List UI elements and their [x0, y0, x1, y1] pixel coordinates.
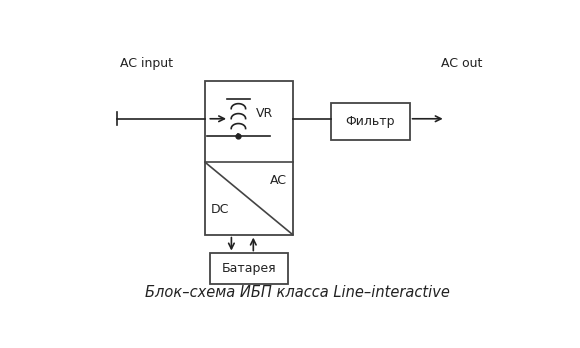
Text: VR: VR	[256, 107, 273, 120]
Text: AC input: AC input	[119, 57, 173, 70]
Text: DC: DC	[211, 203, 229, 216]
Text: AC out: AC out	[441, 57, 483, 70]
Bar	[205, 81, 293, 235]
Text: Батарея: Батарея	[222, 262, 276, 275]
Bar	[209, 253, 288, 284]
Text: Блок–схема ИБП класса Line–interactive: Блок–схема ИБП класса Line–interactive	[145, 285, 450, 300]
Text: AC: AC	[270, 174, 287, 187]
Text: Фильтр: Фильтр	[346, 115, 395, 128]
Bar	[331, 103, 409, 140]
